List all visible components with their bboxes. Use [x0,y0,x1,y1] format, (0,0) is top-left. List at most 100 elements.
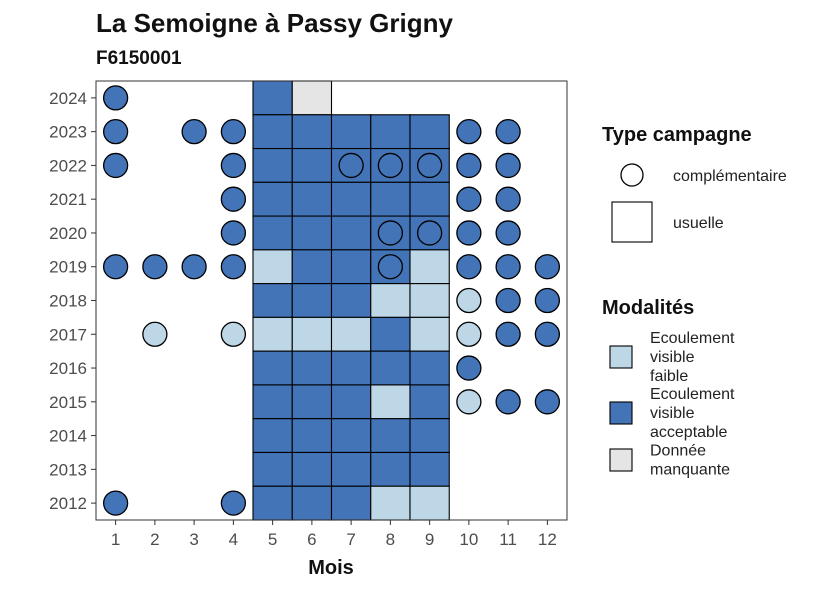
tile-2016-7 [330,350,372,386]
tile-2021-5 [252,181,293,217]
tile-2017-5 [252,316,293,352]
chart-subtitle: F6150001 [96,48,182,69]
point-2022-7 [338,152,364,179]
tile-2015-9 [409,384,450,420]
legend-label-manquante: Donnée [650,443,706,460]
point-2022-9 [416,152,443,179]
tile-2021-7 [330,181,372,217]
x-tick-label: 5 [268,530,277,549]
legend-type-label: complémentaire [673,168,787,185]
tile-2014-9 [409,418,450,454]
x-tick-label: 11 [499,530,517,549]
tile-2020-5 [252,215,293,251]
point-2018-11 [495,287,521,314]
legend-label-acceptable: acceptable [650,424,727,441]
tile-2019-7 [330,249,372,285]
tile-2013-8 [370,451,411,487]
plot-area [95,80,568,521]
point-2017-12 [534,321,561,347]
legend-type-title: Type campagne [602,124,752,146]
point-2021-4 [220,186,247,212]
point-2023-1 [102,119,129,145]
point-2023-4 [220,119,247,145]
tile-2017-9 [409,316,450,352]
tile-2023-8 [370,114,411,150]
x-tick-label: 2 [150,530,159,549]
tile-2013-5 [252,451,293,487]
x-tick-label: 7 [346,530,355,549]
tile-2023-9 [409,114,450,150]
tile-2021-8 [370,181,411,217]
point-2016-10 [456,355,482,381]
legend-label-faible: Ecoulement [650,330,735,347]
point-2017-4 [220,321,247,347]
tile-2015-5 [252,384,293,420]
point-2019-1 [102,254,129,280]
legend-label-faible: faible [650,368,688,385]
point-2012-1 [102,490,129,516]
tile-2018-9 [409,283,450,318]
point-2019-10 [456,254,482,280]
point-2022-1 [102,152,129,179]
tile-2016-9 [409,350,450,386]
legend-modalites: ModalitésEcoulementvisiblefaibleEcouleme… [602,297,735,479]
y-tick-label: 2014 [49,427,87,446]
tile-2023-7 [330,114,372,150]
tile-2018-8 [370,283,411,318]
point-2018-12 [534,287,561,314]
legend-modalites-title: Modalités [602,297,694,319]
tile-2015-7 [330,384,372,420]
point-2019-4 [220,254,247,280]
tile-2016-6 [291,350,333,386]
point-2020-9 [416,220,443,246]
tile-2012-9 [409,485,450,521]
legend-key-acceptable [609,401,633,425]
x-tick-label: 1 [111,530,120,549]
legend-label-acceptable: Ecoulement [650,386,735,403]
y-tick-label: 2022 [49,156,87,175]
x-tick-label: 10 [459,530,478,549]
tile-2012-8 [370,485,411,521]
y-tick-label: 2017 [49,325,87,344]
point-2018-10 [456,287,482,314]
tile-2014-6 [291,418,333,454]
point-2023-3 [181,119,207,145]
tile-2022-5 [252,147,293,183]
tile-2015-8 [370,384,411,420]
point-2017-11 [495,321,521,347]
tile-2015-6 [291,384,333,420]
point-2022-10 [456,152,482,179]
tile-2014-5 [252,418,293,454]
tile-2021-9 [409,181,450,217]
y-tick-label: 2019 [49,258,87,277]
tile-2019-5 [252,249,293,285]
legend-label-manquante: manquante [650,462,730,479]
point-2020-11 [495,220,521,246]
tile-2012-7 [330,485,372,521]
point-2015-12 [534,389,561,415]
legend-key-faible [609,345,633,369]
point-2015-10 [456,389,482,415]
tile-2020-6 [291,215,333,251]
y-tick-label: 2024 [49,89,87,108]
point-2021-11 [495,186,521,212]
tile-2021-6 [291,181,333,217]
point-2012-4 [220,490,247,516]
tile-2017-7 [330,316,372,352]
point-2022-11 [495,152,521,179]
y-tick-label: 2018 [49,292,87,311]
point-2020-10 [456,220,482,246]
point-2020-8 [377,220,404,246]
tile-2014-8 [370,418,411,454]
y-axis: 2012 2013 2014 2015 2016 2017 2018 2019 2020 2021… [49,89,96,513]
tile-2023-5 [252,114,293,150]
tile-2013-9 [409,451,450,487]
x-axis: 1 2 3 4 5 6 7 8 9 10 11 12 [111,520,557,549]
y-tick-label: 2015 [49,393,87,412]
tile-2023-6 [291,114,333,150]
x-tick-label: 3 [189,530,198,549]
y-tick-label: 2023 [49,123,87,142]
point-2020-4 [220,220,247,246]
point-2021-10 [456,186,482,212]
